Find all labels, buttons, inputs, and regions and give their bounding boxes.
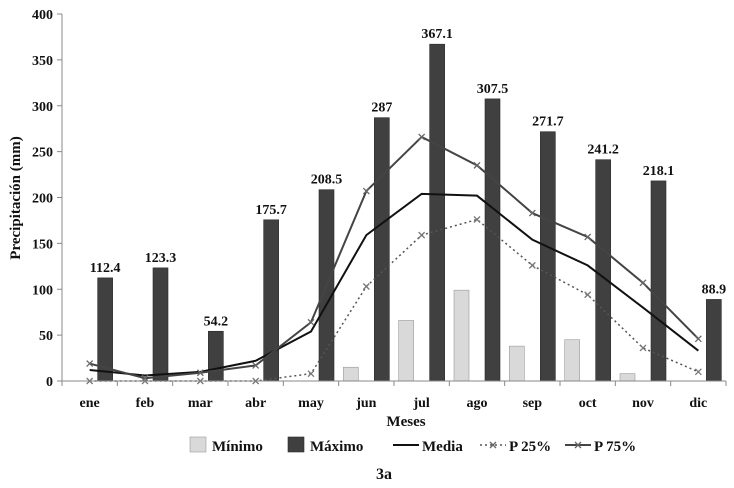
- bar-maximo: [650, 180, 667, 382]
- bar-maximo: [706, 299, 722, 382]
- bar-minimo: [398, 320, 414, 382]
- y-tick-label: 400: [32, 8, 53, 23]
- y-tick-label: 100: [32, 283, 53, 298]
- y-tick-label: 300: [32, 100, 53, 115]
- series-marker: [473, 161, 481, 169]
- series-marker: [639, 344, 647, 352]
- x-tick-label: abr: [245, 396, 266, 411]
- bar-maximo: [540, 131, 556, 382]
- data-label: 307.5: [477, 82, 509, 97]
- series-marker: [141, 374, 149, 382]
- x-tick-label: dic: [689, 396, 707, 411]
- series-marker: [694, 368, 702, 376]
- series-marker: [196, 369, 204, 377]
- y-tick-label: 250: [32, 146, 53, 161]
- bar-maximo: [429, 43, 445, 382]
- x-tick-label: sep: [523, 396, 543, 411]
- bar-minimo: [564, 339, 580, 382]
- y-tick-label: 50: [39, 329, 53, 344]
- series-marker: [584, 291, 592, 299]
- data-label: 241.2: [587, 143, 619, 158]
- x-tick-label: ago: [467, 396, 488, 411]
- x-tick-label: may: [298, 396, 324, 411]
- y-axis-title: Precipitación (mm): [8, 136, 24, 259]
- legend-marker: [574, 441, 582, 449]
- data-label: 208.5: [311, 173, 343, 188]
- x-tick-label: oct: [579, 396, 597, 411]
- legend-label: Máximo: [310, 439, 363, 455]
- series-marker: [307, 318, 315, 326]
- y-tick-label: 0: [46, 375, 53, 390]
- series-marker: [418, 133, 426, 141]
- series-marker: [528, 209, 536, 217]
- bar-minimo: [619, 373, 636, 382]
- bar-minimo: [343, 366, 359, 382]
- x-tick-label: feb: [136, 396, 155, 411]
- x-tick-label: jun: [355, 396, 376, 411]
- data-label: 287: [371, 101, 392, 116]
- y-axis: 0 50 100 150 200 250 300 350 400: [32, 8, 63, 390]
- legend-swatch: [287, 436, 305, 453]
- series-marker: [252, 361, 260, 369]
- series-marker: [86, 360, 94, 368]
- data-label: 367.1: [421, 27, 453, 42]
- bar-maximo: [374, 117, 390, 382]
- legend-label: Media: [422, 439, 463, 455]
- data-label: 271.7: [532, 115, 564, 130]
- legend-marker: [489, 441, 497, 449]
- series-marker: [528, 261, 536, 269]
- x-tick-label: ene: [80, 396, 100, 411]
- legend-swatch: [189, 436, 207, 453]
- data-label: 88.9: [702, 282, 727, 297]
- series-marker: [362, 187, 370, 195]
- series-marker: [694, 335, 702, 343]
- data-label: 218.1: [643, 164, 675, 179]
- bar-minimo: [509, 345, 525, 382]
- y-tick-label: 150: [32, 237, 53, 252]
- series-line-2: [89, 135, 700, 380]
- data-label: 123.3: [145, 251, 177, 266]
- y-tick-label: 350: [32, 54, 53, 69]
- series-marker: [584, 233, 592, 241]
- bar-maximo: [152, 267, 169, 382]
- x-tick-label: mar: [188, 396, 213, 411]
- series-marker: [307, 370, 315, 378]
- x-tick-label: nov: [632, 396, 654, 411]
- y-tick-label: 200: [32, 192, 53, 207]
- x-axis-title: Meses: [386, 414, 425, 430]
- legend-label: P 25%: [509, 439, 551, 455]
- bar-minimo: [453, 289, 470, 382]
- data-label: 112.4: [90, 261, 121, 276]
- series-marker: [639, 279, 647, 287]
- bar-maximo: [595, 159, 611, 382]
- bar-maximo: [208, 330, 224, 382]
- data-label: 175.7: [255, 203, 287, 218]
- series-marker: [418, 231, 426, 239]
- series-line-0: [89, 192, 699, 377]
- legend-label: Mínimo: [212, 439, 263, 455]
- legend-label: P 75%: [594, 439, 636, 455]
- plot-area: 112.4 123.3 54.2 175.7 208.5 287 367.1 307.5 271…: [86, 27, 727, 385]
- x-tick-label: jul: [412, 396, 429, 411]
- series-marker: [473, 216, 481, 223]
- bar-maximo: [484, 98, 501, 382]
- figure-caption: 3a: [376, 466, 392, 483]
- data-label: 54.2: [204, 314, 229, 329]
- series-marker: [362, 283, 370, 290]
- x-axis: ene feb mar abr may jun jul ago sep oct nov dic: [61, 380, 727, 411]
- legend: Mínimo Máximo Media P 25% P 75%: [189, 436, 636, 455]
